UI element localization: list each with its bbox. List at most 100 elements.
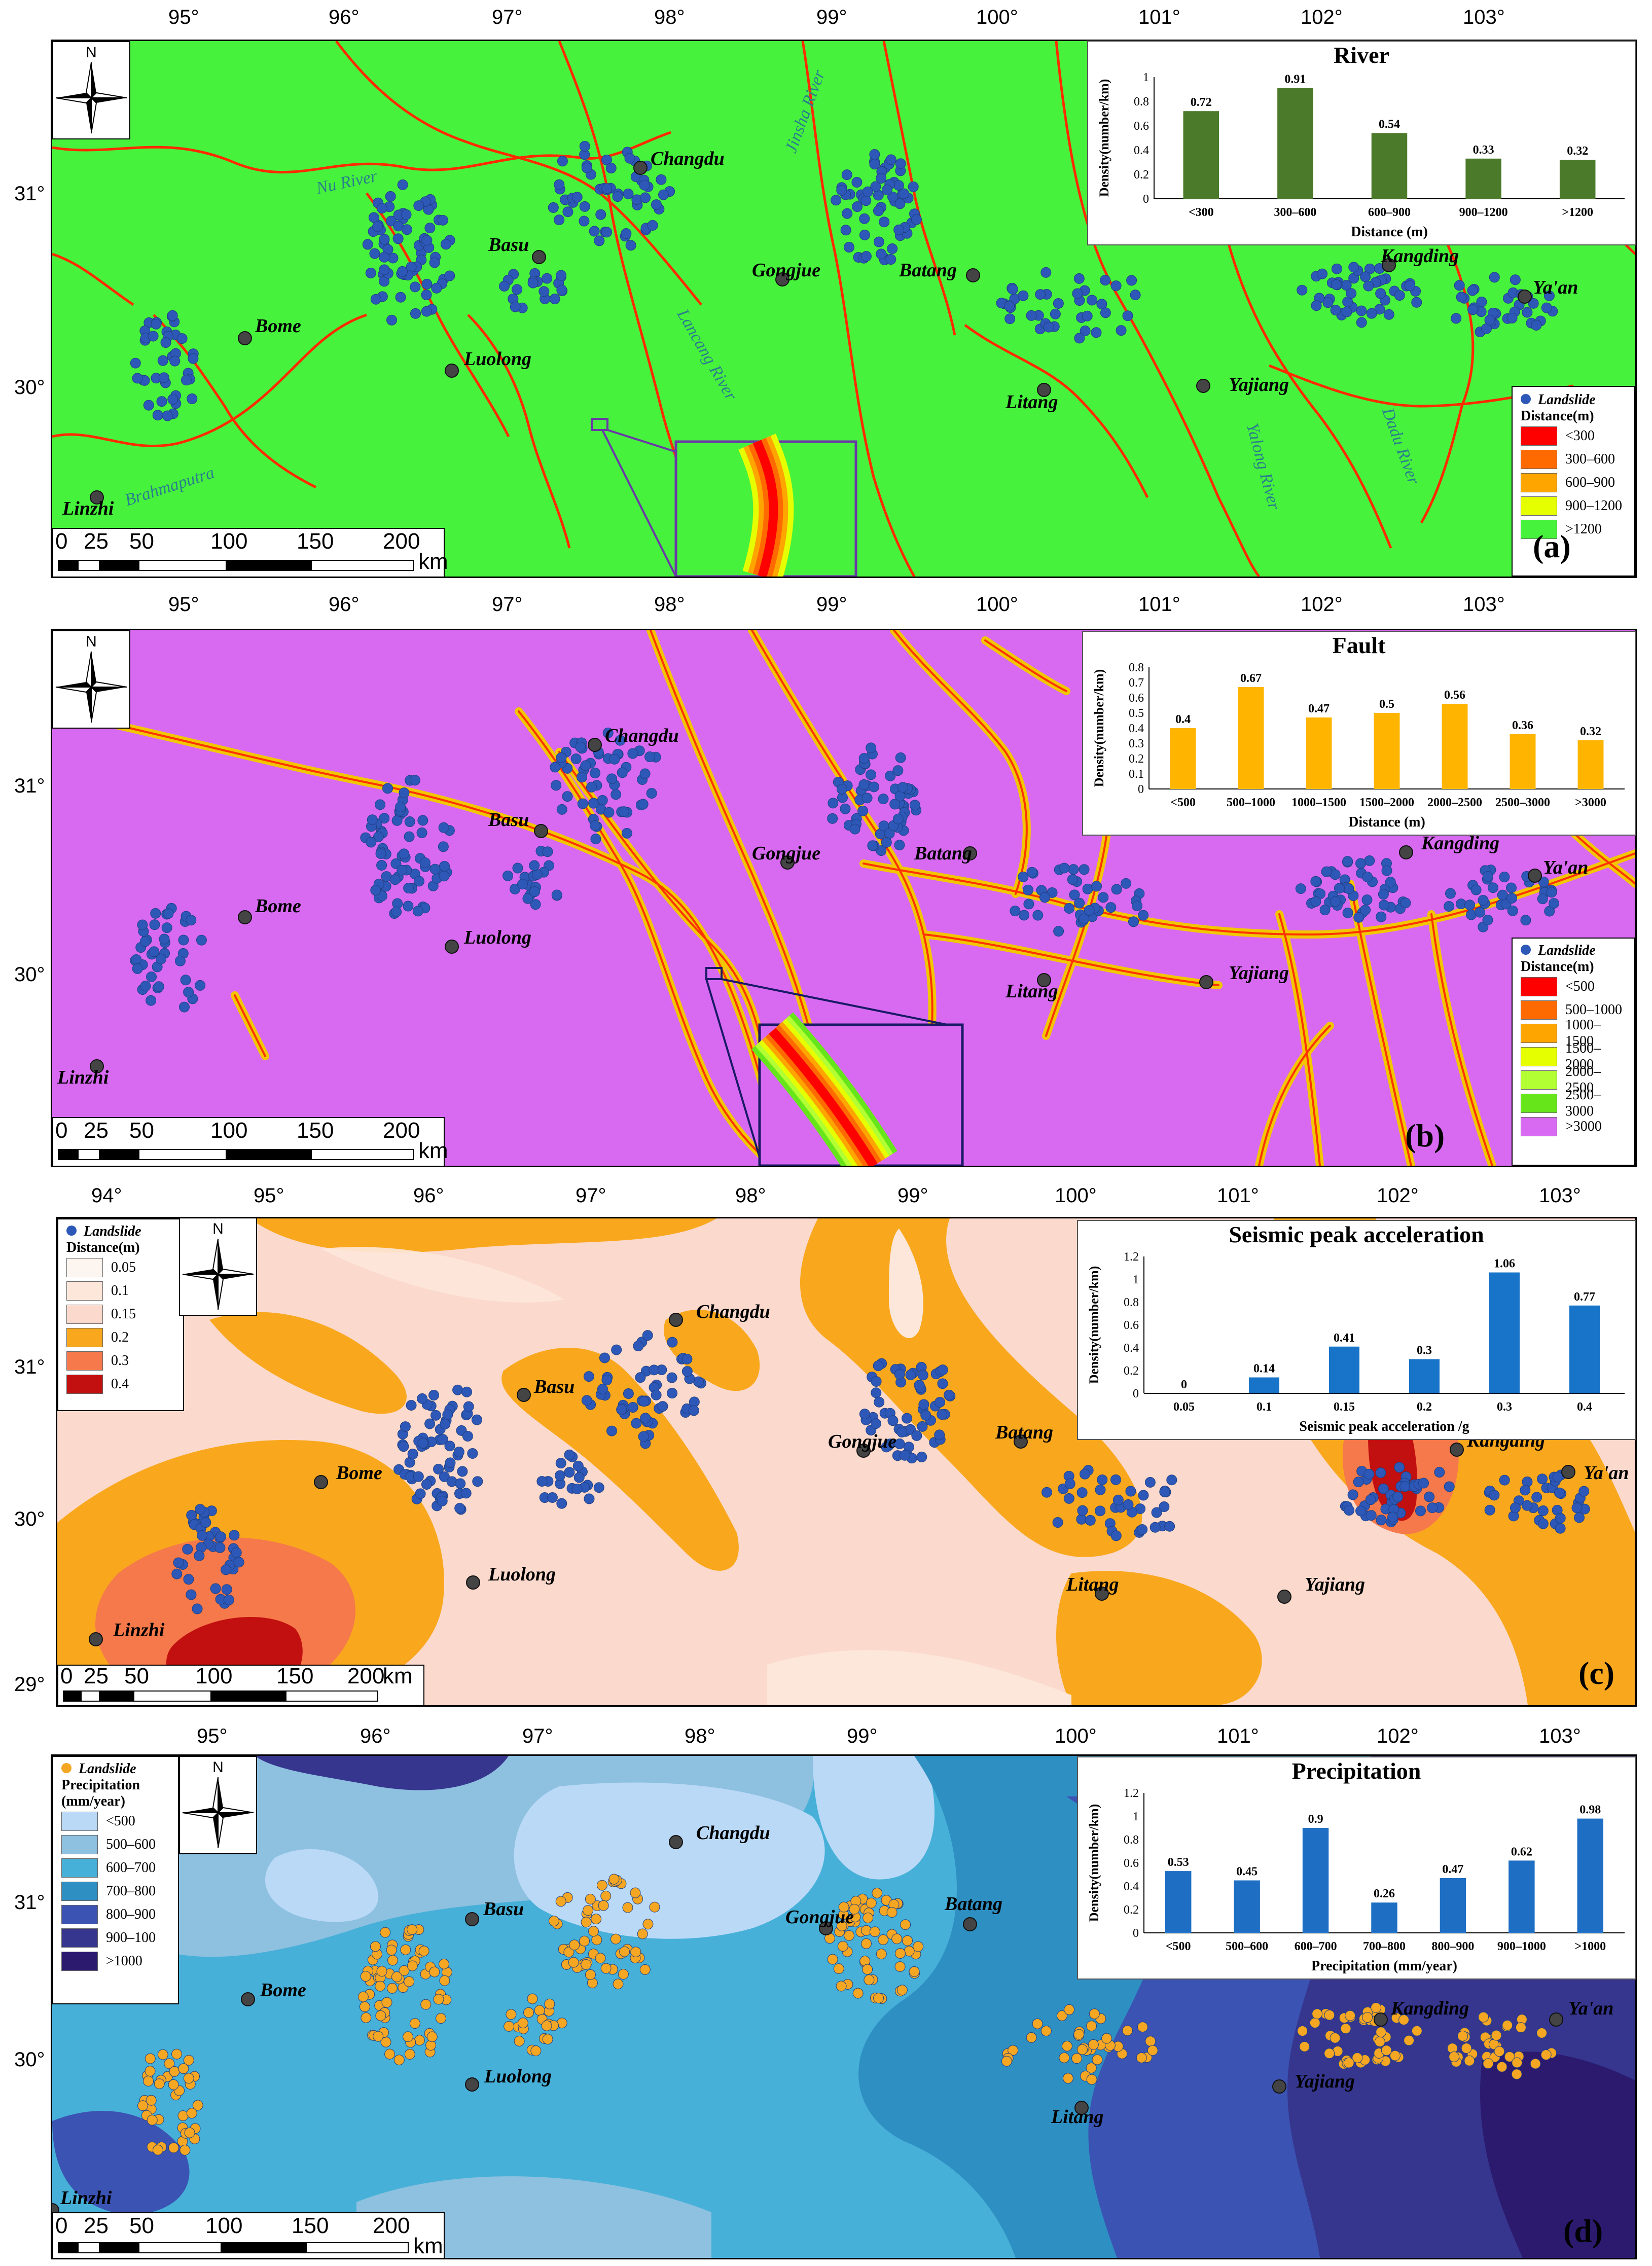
city-marker bbox=[588, 738, 602, 752]
landslide-point bbox=[1385, 877, 1396, 888]
chart-title: Fault bbox=[1332, 632, 1386, 658]
landslide-point bbox=[1381, 2045, 1392, 2056]
city-label: Litang bbox=[1005, 391, 1058, 413]
landslide-point bbox=[183, 987, 194, 998]
landslide-point bbox=[600, 1890, 612, 1901]
legend-swatch bbox=[66, 1305, 103, 1324]
landslide-point bbox=[152, 410, 163, 421]
y-tick-label: 1.2 bbox=[1124, 1250, 1139, 1264]
landslide-point bbox=[424, 1418, 436, 1429]
landslide-point bbox=[918, 1399, 929, 1410]
data-label: 0.41 bbox=[1334, 1332, 1355, 1345]
landslide-point bbox=[1018, 871, 1029, 882]
city-label: Yajiang bbox=[1305, 1574, 1365, 1595]
landslide-point bbox=[1112, 1494, 1124, 1505]
landslide-point bbox=[1123, 1499, 1134, 1510]
city-marker bbox=[238, 910, 252, 924]
city-marker bbox=[1095, 1587, 1109, 1601]
landslide-point bbox=[627, 1402, 638, 1413]
lon-label: 102° bbox=[1301, 6, 1343, 28]
landslide-point bbox=[579, 201, 590, 212]
lon-label: 101° bbox=[1138, 593, 1180, 616]
landslide-point bbox=[549, 294, 560, 305]
landslide-point bbox=[1537, 1518, 1549, 1529]
lat-label: 30° bbox=[14, 376, 45, 399]
legend-swatch bbox=[66, 1375, 103, 1394]
legend-item: 0.2 bbox=[66, 1326, 175, 1349]
legend-item: 2000–2500 bbox=[1521, 1064, 1626, 1096]
landslide-point bbox=[1531, 319, 1542, 331]
landslide-point bbox=[916, 1451, 927, 1462]
landslide-point bbox=[391, 815, 403, 826]
lon-label: 100° bbox=[976, 593, 1018, 616]
landslide-point bbox=[431, 282, 442, 294]
landslide-point bbox=[640, 1413, 651, 1424]
landslide-point bbox=[1019, 910, 1030, 921]
landslide-point bbox=[1297, 284, 1308, 296]
x-tick-label: 2500–3000 bbox=[1495, 796, 1550, 809]
lon-label: 103° bbox=[1539, 1725, 1581, 1747]
legend-item: <500 bbox=[1521, 975, 1626, 998]
landslide-point bbox=[864, 1974, 875, 1986]
data-label: 0.4 bbox=[1175, 713, 1191, 726]
x-tick-label: 300–600 bbox=[1274, 206, 1316, 219]
lon-label: 103° bbox=[1463, 593, 1505, 616]
landslide-point bbox=[1299, 2041, 1310, 2052]
landslide-point bbox=[221, 1564, 232, 1575]
landslide-point bbox=[1322, 297, 1334, 308]
landslide-point bbox=[1484, 1504, 1495, 1516]
lon-label: 98° bbox=[654, 593, 685, 616]
landslide-point bbox=[610, 1933, 621, 1945]
landslide-point bbox=[409, 2018, 420, 2029]
landslide-point bbox=[1035, 289, 1046, 300]
landslide-point bbox=[649, 1901, 660, 1913]
city-marker bbox=[1450, 1443, 1464, 1457]
scale-bar: 0 25 50 100 150 200 km bbox=[52, 2212, 445, 2258]
landslide-point bbox=[1344, 1505, 1355, 1516]
landslide-point bbox=[902, 1413, 913, 1424]
landslide-point bbox=[580, 760, 591, 771]
landslide-point bbox=[362, 239, 373, 250]
legend-item: 600–900 bbox=[1521, 471, 1626, 494]
landslide-point bbox=[590, 820, 601, 831]
landslide-point bbox=[606, 773, 618, 784]
landslide-point bbox=[887, 1415, 899, 1426]
landslide-point bbox=[564, 1467, 575, 1478]
landslide-point bbox=[140, 981, 151, 992]
lon-label: 100° bbox=[1055, 1184, 1097, 1207]
landslide-point bbox=[638, 1431, 649, 1442]
landslide-point bbox=[570, 753, 582, 765]
landslide-point bbox=[1489, 1490, 1500, 1501]
landslide-point bbox=[897, 782, 909, 793]
lon-label: 100° bbox=[1055, 1725, 1097, 1747]
landslide-point bbox=[1356, 305, 1367, 316]
chart-river: River 0 0.2 0.4 0.6 0.8 1 0.72 <300 0.91 300–600 0… bbox=[1087, 41, 1636, 245]
landslide-point bbox=[523, 2007, 534, 2018]
panel-tag: (a) bbox=[1533, 528, 1571, 564]
landslide-point bbox=[1087, 295, 1098, 306]
landslide-point bbox=[934, 1429, 945, 1441]
landslide-point bbox=[1128, 916, 1139, 927]
landslide-point bbox=[1121, 878, 1132, 889]
y-tick-label: 1 bbox=[1133, 1810, 1139, 1823]
landslide-point bbox=[381, 1997, 392, 2008]
landslide-point bbox=[151, 318, 162, 330]
landslide-point bbox=[860, 250, 872, 262]
landslide-point bbox=[178, 1001, 190, 1013]
landslide-point bbox=[404, 816, 415, 828]
y-axis-label: Density(number/km) bbox=[1097, 79, 1111, 197]
legend-label: <300 bbox=[1565, 428, 1595, 444]
y-axis-label: Density(number/km) bbox=[1092, 669, 1106, 787]
landslide-point bbox=[536, 1476, 548, 1487]
landslide-point bbox=[442, 1409, 453, 1420]
landslide-point bbox=[407, 1924, 418, 1935]
landslide-point bbox=[1052, 1517, 1063, 1528]
landslide-point bbox=[1520, 915, 1531, 926]
landslide-point bbox=[1001, 2056, 1012, 2067]
landslide-point bbox=[583, 1371, 594, 1382]
landslide-point bbox=[1536, 2027, 1548, 2038]
landslide-point bbox=[1478, 894, 1489, 906]
landslide-point bbox=[506, 2009, 517, 2020]
landslide-point bbox=[911, 214, 922, 225]
landslide-point bbox=[892, 765, 904, 776]
